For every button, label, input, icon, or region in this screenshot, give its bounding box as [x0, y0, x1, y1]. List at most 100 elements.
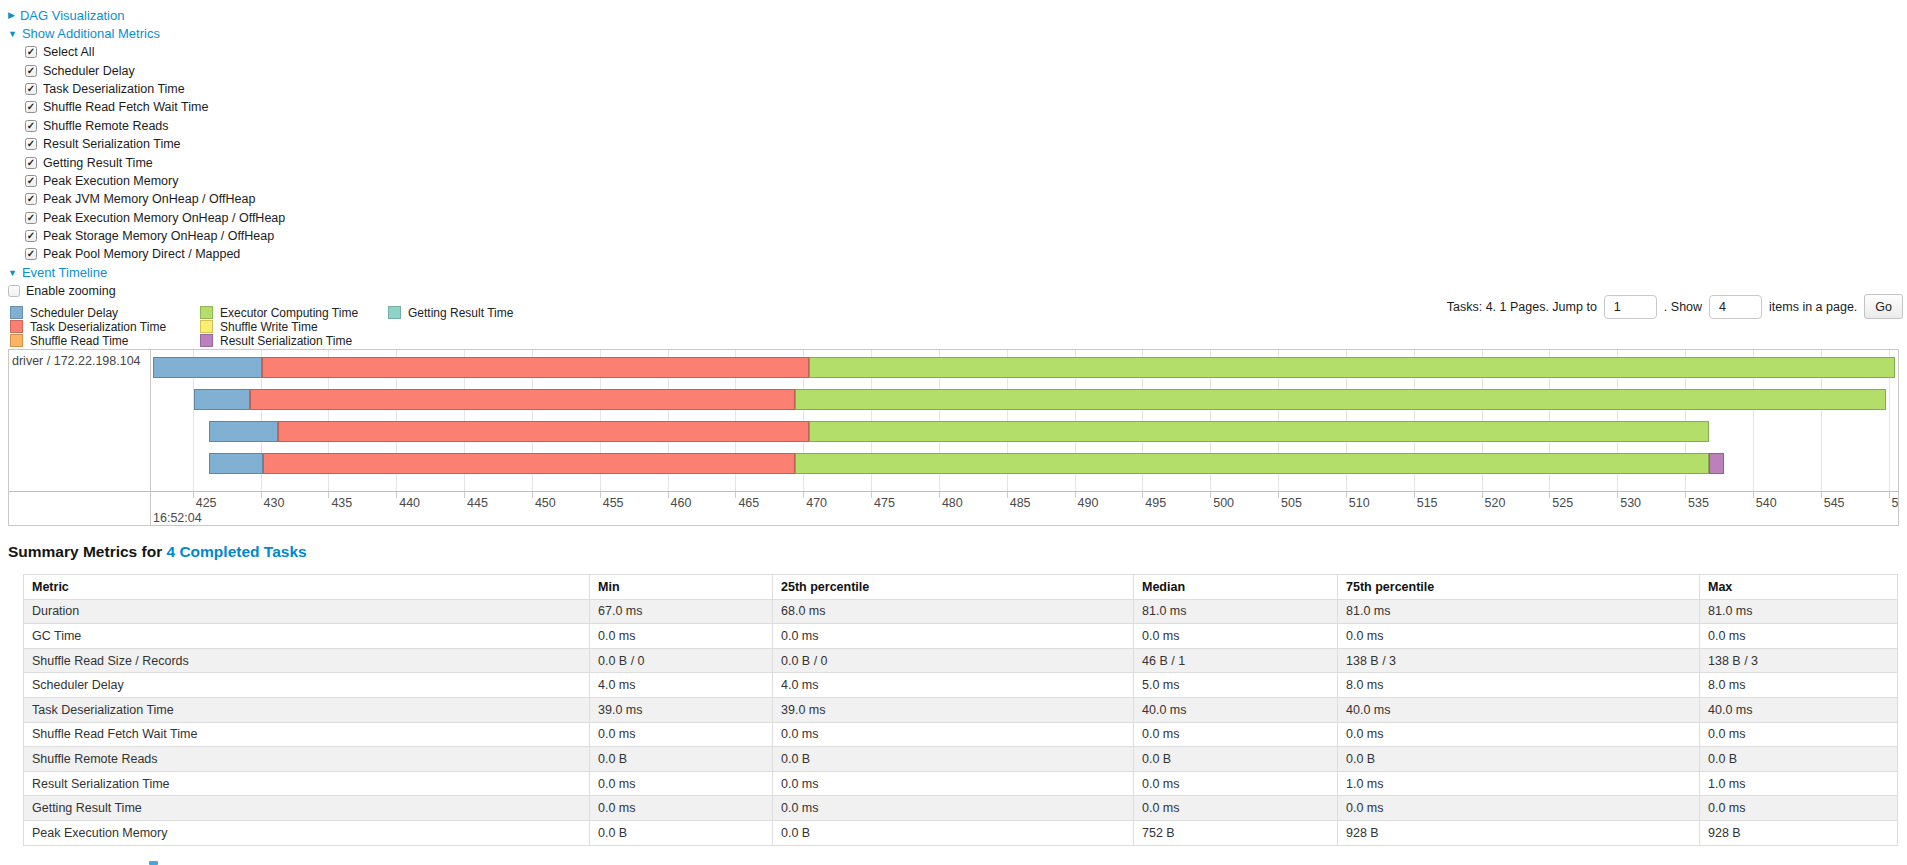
table-cell: 4.0 ms [590, 673, 773, 698]
stage-controls: ▶ DAG Visualization ▼ Show Additional Me… [8, 6, 285, 301]
table-row-task-deserialization-time: Task Deserialization Time39.0 ms39.0 ms4… [24, 697, 1898, 722]
table-cell: 0.0 ms [1700, 624, 1898, 649]
checkbox-task-deserialization-time[interactable]: ✓ [25, 83, 37, 95]
timeline-segment-scheduler-delay[interactable] [153, 357, 262, 378]
jump-to-page-input[interactable] [1604, 295, 1657, 319]
table-cell: Shuffle Remote Reads [24, 747, 590, 772]
legend-label: Getting Result Time [408, 306, 513, 320]
metric-checkbox-list: ✓Select All✓Scheduler Delay✓Task Deseria… [8, 43, 285, 264]
executor-group-label: driver / 172.22.198.104 [9, 350, 150, 368]
checkbox-peak-storage-memory-onheap-offheap[interactable]: ✓ [25, 230, 37, 242]
task-bar-row [152, 389, 1898, 410]
table-row-shuffle-read-size-records: Shuffle Read Size / Records0.0 B / 00.0 … [24, 648, 1898, 673]
metric-checkbox-row-peak-execution-memory-onheap-offheap: ✓ Peak Execution Memory OnHeap / OffHeap [25, 209, 285, 227]
timeline-segment-task-deserialization-time[interactable] [263, 453, 795, 474]
checkbox-result-serialization-time[interactable]: ✓ [25, 138, 37, 150]
summary-metrics-title: Summary Metrics for 4 Completed Tasks [8, 543, 307, 561]
legend-item-getting-result-time: Getting Result Time [388, 306, 513, 320]
axis-tick-mark [261, 492, 262, 498]
checkbox-label-peak-execution-memory: Peak Execution Memory [43, 174, 178, 188]
axis-tick-mark [396, 492, 397, 498]
table-cell: 0.0 ms [1134, 624, 1338, 649]
timeline-segment-scheduler-delay[interactable] [209, 421, 278, 442]
timeline-segment-executor-computing-time[interactable] [809, 421, 1710, 442]
page-size-input[interactable] [1709, 295, 1762, 319]
timeline-segment-executor-computing-time[interactable] [809, 357, 1896, 378]
completed-tasks-link[interactable]: 4 Completed Tasks [167, 543, 307, 560]
dag-visualization-toggle[interactable]: ▶ DAG Visualization [8, 6, 285, 25]
timeline-segment-scheduler-delay[interactable] [194, 389, 250, 410]
pagination-info: Tasks: 4. 1 Pages. Jump to [1447, 300, 1597, 314]
table-row-getting-result-time: Getting Result Time0.0 ms0.0 ms0.0 ms0.0… [24, 796, 1898, 821]
table-cell: 0.0 B [1338, 747, 1700, 772]
legend-swatch-icon [10, 320, 23, 333]
show-additional-metrics-toggle[interactable]: ▼ Show Additional Metrics [8, 25, 285, 44]
event-timeline-toggle[interactable]: ▼ Event Timeline [8, 264, 285, 283]
table-cell: Task Deserialization Time [24, 697, 590, 722]
go-button[interactable]: Go [1864, 294, 1903, 319]
table-cell: Shuffle Read Size / Records [24, 648, 590, 673]
axis-tick-label: 435 [331, 496, 352, 510]
timeline-segment-task-deserialization-time[interactable] [262, 357, 809, 378]
table-cell: 0.0 B [1700, 747, 1898, 772]
axis-tick-label: 525 [1552, 496, 1573, 510]
checkbox-label-select-all: Select All [43, 45, 94, 59]
checkbox-shuffle-remote-reads[interactable]: ✓ [25, 120, 37, 132]
legend-column: Executor Computing TimeShuffle Write Tim… [200, 306, 358, 348]
table-cell: 46 B / 1 [1134, 648, 1338, 673]
checkbox-peak-jvm-memory-onheap-offheap[interactable]: ✓ [25, 193, 37, 205]
enable-zooming-row: Enable zooming [8, 282, 285, 300]
task-bar-row [152, 453, 1898, 474]
axis-tick-label: 425 [196, 496, 217, 510]
axis-tick-mark [1142, 492, 1143, 498]
checkbox-label-peak-execution-memory-onheap-offheap: Peak Execution Memory OnHeap / OffHeap [43, 211, 285, 225]
summary-title-prefix: Summary Metrics for [8, 543, 167, 560]
enable-zooming-checkbox[interactable] [8, 285, 20, 297]
column-header-25th-percentile: 25th percentile [773, 575, 1134, 600]
metric-checkbox-row-scheduler-delay: ✓Scheduler Delay [25, 61, 285, 79]
axis-tick-label: 450 [535, 496, 556, 510]
checkbox-label-getting-result-time: Getting Result Time [43, 156, 153, 170]
column-header-min: Min [590, 575, 773, 600]
chevron-right-icon: ▶ [8, 11, 15, 20]
checkbox-peak-pool-memory-direct-mapped[interactable]: ✓ [25, 248, 37, 260]
column-header-metric: Metric [24, 575, 590, 600]
timeline-segment-task-deserialization-time[interactable] [278, 421, 808, 442]
axis-tick-label: 500 [1213, 496, 1234, 510]
task-bar-row [152, 357, 1898, 378]
axis-tick-label: 455 [603, 496, 624, 510]
timeline-segment-executor-computing-time[interactable] [795, 389, 1886, 410]
legend-label: Scheduler Delay [30, 306, 118, 320]
metric-checkbox-row-select-all: ✓ Select All [25, 43, 285, 61]
pagination-suffix: items in a page. [1769, 300, 1857, 314]
table-cell: 0.0 ms [590, 796, 773, 821]
legend-column: Scheduler DelayTask Deserialization Time… [10, 306, 166, 348]
table-cell: 0.0 ms [1134, 722, 1338, 747]
checkbox-peak-execution-memory-onheap-offheap[interactable]: ✓ [25, 212, 37, 224]
timeline-segment-scheduler-delay[interactable] [209, 453, 263, 474]
checkbox-scheduler-delay[interactable]: ✓ [25, 65, 37, 77]
table-cell: 68.0 ms [773, 599, 1134, 624]
table-row-duration: Duration67.0 ms68.0 ms81.0 ms81.0 ms81.0… [24, 599, 1898, 624]
table-cell: 8.0 ms [1700, 673, 1898, 698]
table-cell: 0.0 ms [1338, 624, 1700, 649]
timeline-segment-task-deserialization-time[interactable] [250, 389, 795, 410]
legend-swatch-icon [10, 334, 23, 347]
checkbox-peak-execution-memory[interactable]: ✓ [25, 175, 37, 187]
timeline-segment-result-serialization-time[interactable] [1709, 453, 1724, 474]
checkbox-select-all[interactable]: ✓ [25, 46, 37, 58]
metric-checkbox-row-result-serialization-time: ✓Result Serialization Time [25, 135, 285, 153]
legend-item-scheduler-delay: Scheduler Delay [10, 306, 166, 320]
table-cell: 40.0 ms [1338, 697, 1700, 722]
metric-checkbox-row-shuffle-remote-reads: ✓Shuffle Remote Reads [25, 117, 285, 135]
axis-tick-mark [600, 492, 601, 498]
table-cell: 81.0 ms [1338, 599, 1700, 624]
pagination-show-label: . Show [1664, 300, 1702, 314]
timeline-segment-executor-computing-time[interactable] [795, 453, 1709, 474]
metric-checkbox-row-peak-execution-memory: ✓ Peak Execution Memory [25, 172, 285, 190]
checkbox-shuffle-read-fetch-wait-time[interactable]: ✓ [25, 101, 37, 113]
checkbox-getting-result-time[interactable]: ✓ [25, 157, 37, 169]
axis-tick-mark [532, 492, 533, 498]
metric-checkbox-row-peak-storage-memory-onheap-offheap: ✓Peak Storage Memory OnHeap / OffHeap [25, 227, 285, 245]
table-cell: 0.0 ms [773, 624, 1134, 649]
